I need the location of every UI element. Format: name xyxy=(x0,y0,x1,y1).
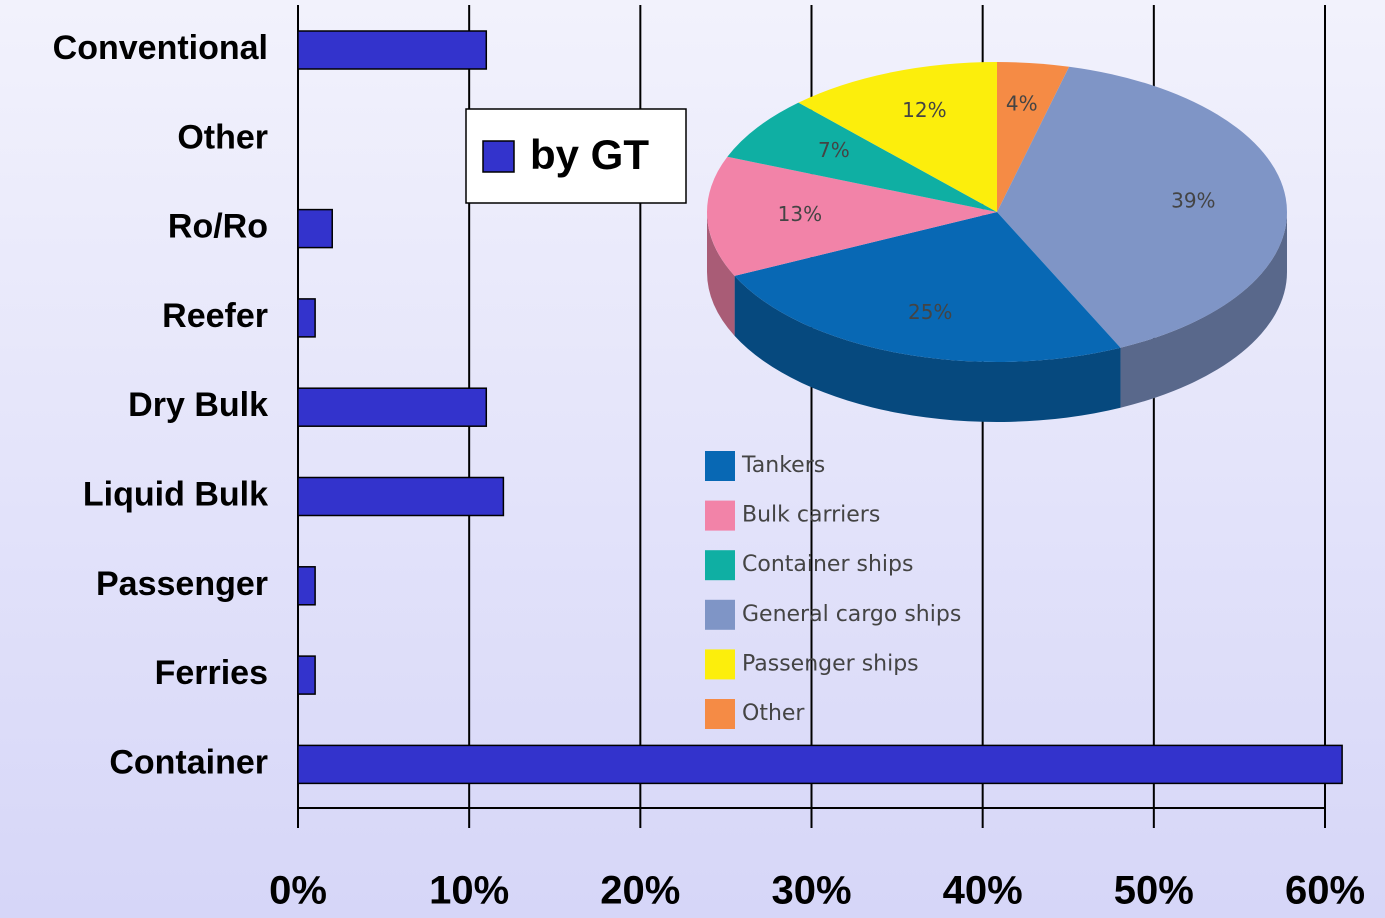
bar xyxy=(297,744,1343,785)
legend-swatch xyxy=(482,140,515,173)
legend-label: Container ships xyxy=(742,552,913,577)
legend-label: General cargo ships xyxy=(742,602,961,627)
pie-slice xyxy=(734,212,1121,362)
legend-label: by GT xyxy=(530,131,649,178)
pie-slice xyxy=(798,62,997,212)
x-tick-label: 50% xyxy=(1114,869,1194,913)
pie-slice xyxy=(997,62,1070,212)
pie-slice xyxy=(707,156,997,276)
pie-side xyxy=(734,275,1121,422)
pie-label: 25% xyxy=(908,300,952,324)
x-tick-label: 30% xyxy=(771,869,851,913)
bar xyxy=(297,655,316,695)
pie-label: 7% xyxy=(818,138,850,162)
pie-label: 13% xyxy=(778,202,822,226)
y-tick-label: Liquid Bulk xyxy=(83,475,268,513)
x-tick-label: 40% xyxy=(943,869,1023,913)
y-tick-label: Reefer xyxy=(162,297,268,335)
pie-label: 4% xyxy=(1006,91,1038,115)
pie-slice xyxy=(997,66,1287,348)
x-tick-label: 60% xyxy=(1285,869,1365,913)
pie-slice xyxy=(727,102,997,212)
legend-label: Bulk carriers xyxy=(742,503,880,528)
pie-label: 12% xyxy=(902,98,946,122)
bar xyxy=(297,566,316,606)
legend-label: Other xyxy=(742,701,805,726)
x-tick-label: 20% xyxy=(600,869,680,913)
legend-label: Passenger ships xyxy=(742,651,919,676)
bar xyxy=(297,387,488,427)
bar xyxy=(297,476,505,517)
x-tick-label: 0% xyxy=(269,869,327,913)
legend-swatch xyxy=(705,699,735,729)
y-tick-label: Ferries xyxy=(155,654,268,692)
bar xyxy=(297,208,333,249)
y-tick-label: Conventional xyxy=(53,29,268,67)
pie-side xyxy=(707,212,735,336)
legend-swatch xyxy=(705,550,735,581)
x-tick-label: 10% xyxy=(429,869,509,913)
legend-swatch xyxy=(705,500,735,531)
bar xyxy=(297,30,488,70)
y-tick-label: Dry Bulk xyxy=(128,386,268,424)
pie-side xyxy=(1120,212,1287,408)
bar xyxy=(297,298,316,338)
y-tick-label: Other xyxy=(177,118,268,156)
legend-label: Tankers xyxy=(741,453,825,478)
y-tick-label: Passenger xyxy=(96,565,268,603)
legend-swatch xyxy=(705,599,735,630)
y-tick-label: Ro/Ro xyxy=(168,208,268,246)
legend-swatch xyxy=(705,451,735,481)
legend-swatch xyxy=(705,649,735,680)
y-tick-label: Container xyxy=(109,743,268,781)
pie-label: 39% xyxy=(1171,188,1215,212)
